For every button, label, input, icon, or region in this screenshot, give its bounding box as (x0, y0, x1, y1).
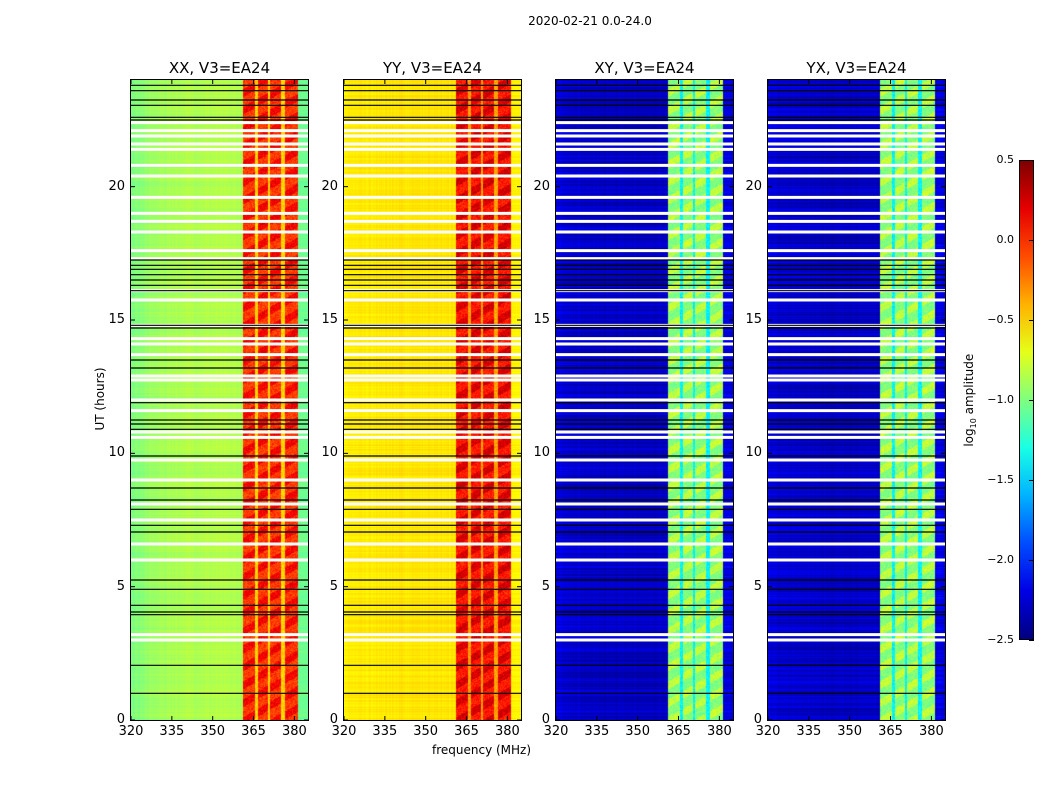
figure-title: 2020-02-21 0.0-24.0 (528, 14, 652, 28)
y-tick-label: 15 (745, 312, 762, 327)
y-tick-label: 5 (116, 578, 125, 594)
y-tick-label: 20 (533, 178, 550, 194)
x-tick-label: 365 (878, 724, 903, 739)
x-tick-label: 335 (796, 724, 822, 739)
colorbar-tick-mark (1029, 240, 1034, 241)
x-tick-label: 335 (372, 724, 398, 739)
y-tick-label: 20 (321, 178, 338, 194)
y-tick-label: 0 (753, 712, 762, 727)
x-tick-label: 350 (837, 724, 863, 739)
colorbar-tick-label: −1.0 (987, 393, 1014, 406)
colorbar-tick-label: −2.0 (987, 553, 1014, 566)
y-tick-label: 20 (108, 178, 125, 194)
panel-title: YX, V3=EA24 (806, 59, 907, 77)
y-tick-label: 10 (108, 445, 125, 461)
axes-frame (130, 79, 309, 721)
heatmap-panel (343, 79, 522, 721)
y-tick-label: 20 (745, 178, 762, 194)
panel-title: XX, V3=EA24 (168, 59, 271, 77)
colorbar-tick-label: −2.5 (987, 633, 1014, 646)
x-tick-label: 380 (281, 724, 307, 739)
colorbar-tick-mark (1029, 400, 1034, 401)
x-tick-label: 335 (584, 724, 610, 739)
colorbar-tick-label: −0.5 (987, 313, 1014, 326)
x-tick-label: 320 (118, 724, 144, 739)
y-tick-label: 5 (753, 578, 762, 594)
y-tick-label: 5 (541, 578, 550, 594)
x-tick-label: 350 (413, 724, 439, 739)
x-tick-label: 380 (918, 724, 944, 739)
panel-title: XY, V3=EA24 (594, 59, 695, 77)
y-tick-label: 15 (321, 312, 338, 327)
y-tick-label: 10 (745, 445, 762, 461)
colorbar-tick-mark (1029, 640, 1034, 641)
panel-title: YY, V3=EA24 (382, 59, 483, 77)
colorbar-tick-label: −1.5 (987, 473, 1014, 486)
x-tick-label: 365 (666, 724, 691, 739)
heatmap-panel (767, 79, 946, 721)
x-tick-label: 320 (331, 724, 357, 739)
axes-frame (767, 79, 946, 721)
x-tick-label: 380 (706, 724, 732, 739)
colorbar-label: log10 amplitude (961, 353, 979, 447)
y-tick-label: 0 (541, 712, 550, 727)
x-tick-label: 380 (494, 724, 520, 739)
x-tick-label: 320 (755, 724, 781, 739)
colorbar-tick-mark (1029, 320, 1034, 321)
x-tick-label: 365 (454, 724, 479, 739)
y-axis-label: UT (hours) (93, 367, 107, 431)
x-tick-label: 365 (241, 724, 266, 739)
x-tick-label: 350 (625, 724, 651, 739)
y-tick-label: 0 (329, 712, 338, 727)
heatmap-panel (555, 79, 734, 721)
colorbar-tick-mark (1029, 560, 1034, 561)
axes-frame (555, 79, 734, 721)
y-tick-label: 5 (329, 578, 338, 594)
colorbar-tick-mark (1029, 480, 1034, 481)
axes-frame (343, 79, 522, 721)
x-tick-label: 320 (543, 724, 569, 739)
x-axis-label: frequency (MHz) (432, 743, 532, 757)
y-tick-label: 15 (108, 312, 125, 327)
x-tick-label: 335 (159, 724, 185, 739)
heatmap-panel (130, 79, 309, 721)
y-tick-label: 0 (116, 712, 125, 727)
y-tick-label: 15 (533, 312, 550, 327)
y-tick-label: 10 (533, 445, 550, 461)
y-tick-label: 10 (321, 445, 338, 461)
colorbar-tick-label: 0.5 (996, 153, 1015, 166)
colorbar-tick-mark (1029, 160, 1034, 161)
colorbar-tick-label: 0.0 (996, 233, 1015, 246)
x-tick-label: 350 (200, 724, 226, 739)
